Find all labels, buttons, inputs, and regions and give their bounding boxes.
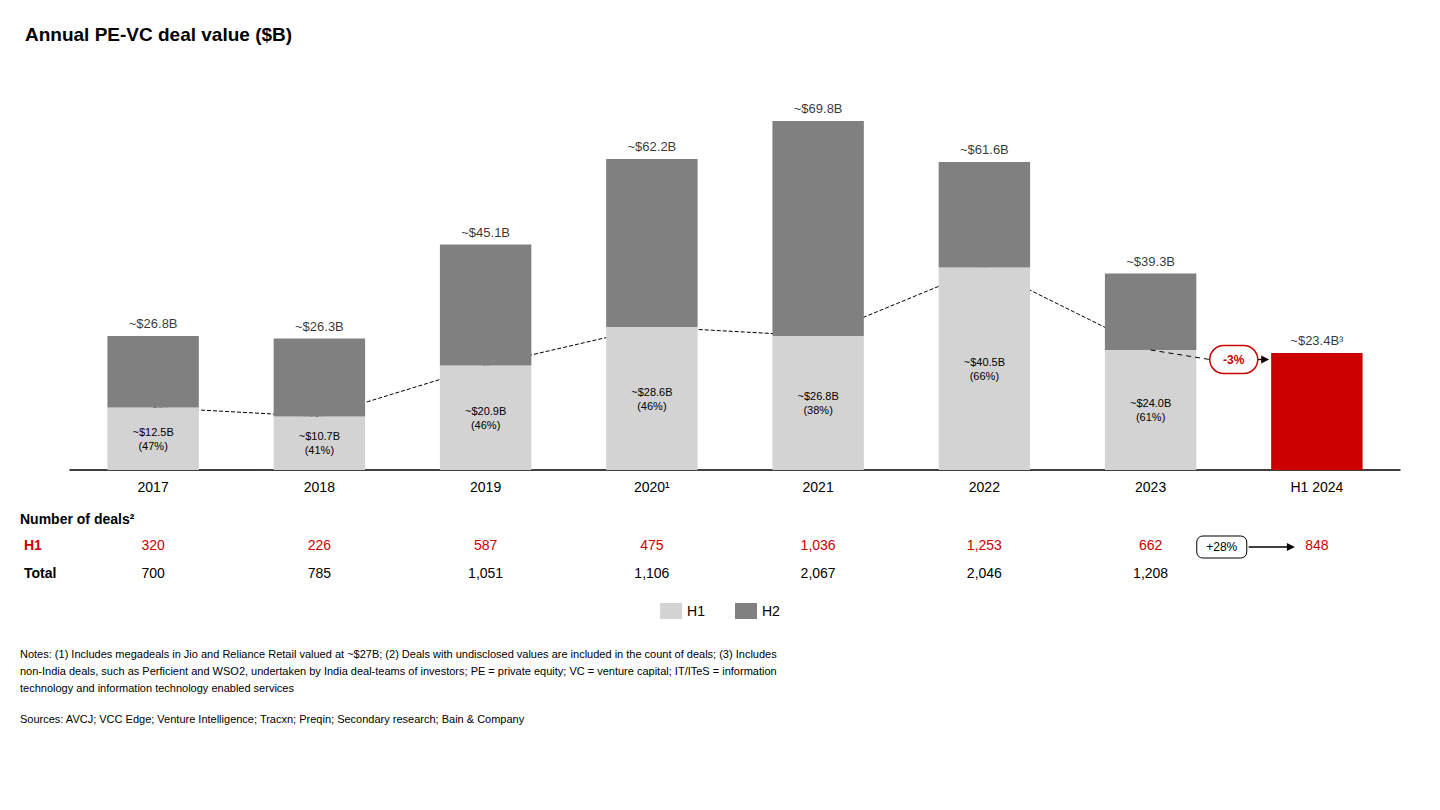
svg-text:~$62.2B: ~$62.2B: [627, 139, 676, 154]
svg-text:2,046: 2,046: [967, 565, 1002, 581]
svg-text:~$12.5B: ~$12.5B: [132, 426, 173, 438]
svg-text:H2: H2: [762, 603, 780, 619]
svg-text:700: 700: [141, 565, 165, 581]
svg-text:~$40.5B: ~$40.5B: [964, 356, 1005, 368]
svg-text:(47%): (47%): [138, 440, 167, 452]
svg-text:~$26.8B: ~$26.8B: [129, 316, 178, 331]
svg-text:1,106: 1,106: [634, 565, 669, 581]
svg-text:~$69.8B: ~$69.8B: [794, 101, 843, 116]
svg-text:~$23.4B³: ~$23.4B³: [1290, 333, 1344, 348]
svg-text:1,051: 1,051: [468, 565, 503, 581]
svg-text:2,067: 2,067: [801, 565, 836, 581]
svg-text:~$26.3B: ~$26.3B: [295, 319, 344, 334]
svg-text:H1: H1: [24, 537, 42, 553]
svg-text:(38%): (38%): [803, 404, 832, 416]
svg-text:non-India deals, such as Perfi: non-India deals, such as Perficient and …: [20, 665, 777, 677]
svg-text:Annual PE-VC deal value ($B): Annual PE-VC deal value ($B): [25, 24, 292, 45]
svg-text:475: 475: [640, 537, 664, 553]
svg-text:848: 848: [1305, 537, 1329, 553]
svg-text:~$61.6B: ~$61.6B: [960, 142, 1009, 157]
svg-text:2022: 2022: [969, 479, 1000, 495]
svg-text:587: 587: [474, 537, 498, 553]
svg-text:~$28.6B: ~$28.6B: [631, 386, 672, 398]
svg-text:-3%: -3%: [1223, 353, 1245, 367]
svg-text:~$24.0B: ~$24.0B: [1130, 397, 1171, 409]
svg-text:(46%): (46%): [637, 400, 666, 412]
svg-text:~$10.7B: ~$10.7B: [299, 430, 340, 442]
svg-text:~$45.1B: ~$45.1B: [461, 225, 510, 240]
svg-text:H1: H1: [687, 603, 705, 619]
svg-text:(61%): (61%): [1136, 411, 1165, 423]
svg-text:785: 785: [308, 565, 332, 581]
svg-text:Number of deals²: Number of deals²: [20, 511, 135, 527]
svg-text:H1 2024: H1 2024: [1290, 479, 1343, 495]
svg-text:2021: 2021: [803, 479, 834, 495]
svg-text:2019: 2019: [470, 479, 501, 495]
svg-text:2018: 2018: [304, 479, 335, 495]
svg-text:~$26.8B: ~$26.8B: [797, 390, 838, 402]
svg-text:2020¹: 2020¹: [634, 479, 670, 495]
svg-text:(41%): (41%): [305, 444, 334, 456]
svg-text:1,036: 1,036: [801, 537, 836, 553]
svg-text:662: 662: [1139, 537, 1163, 553]
svg-text:Total: Total: [24, 565, 56, 581]
svg-text:320: 320: [141, 537, 165, 553]
svg-text:~$20.9B: ~$20.9B: [465, 405, 506, 417]
svg-text:Sources: AVCJ; VCC Edge; Ventu: Sources: AVCJ; VCC Edge; Venture Intelli…: [20, 713, 525, 725]
svg-text:2017: 2017: [138, 479, 169, 495]
svg-text:226: 226: [308, 537, 332, 553]
svg-text:technology and information tec: technology and information technology en…: [20, 682, 294, 694]
svg-text:Notes: (1) Includes megadeals: Notes: (1) Includes megadeals in Jio and…: [20, 648, 777, 660]
svg-text:1,208: 1,208: [1133, 565, 1168, 581]
svg-text:(46%): (46%): [471, 419, 500, 431]
svg-text:1,253: 1,253: [967, 537, 1002, 553]
svg-text:(66%): (66%): [970, 370, 999, 382]
svg-text:2023: 2023: [1135, 479, 1166, 495]
svg-text:~$39.3B: ~$39.3B: [1126, 254, 1175, 269]
svg-text:+28%: +28%: [1206, 540, 1237, 554]
